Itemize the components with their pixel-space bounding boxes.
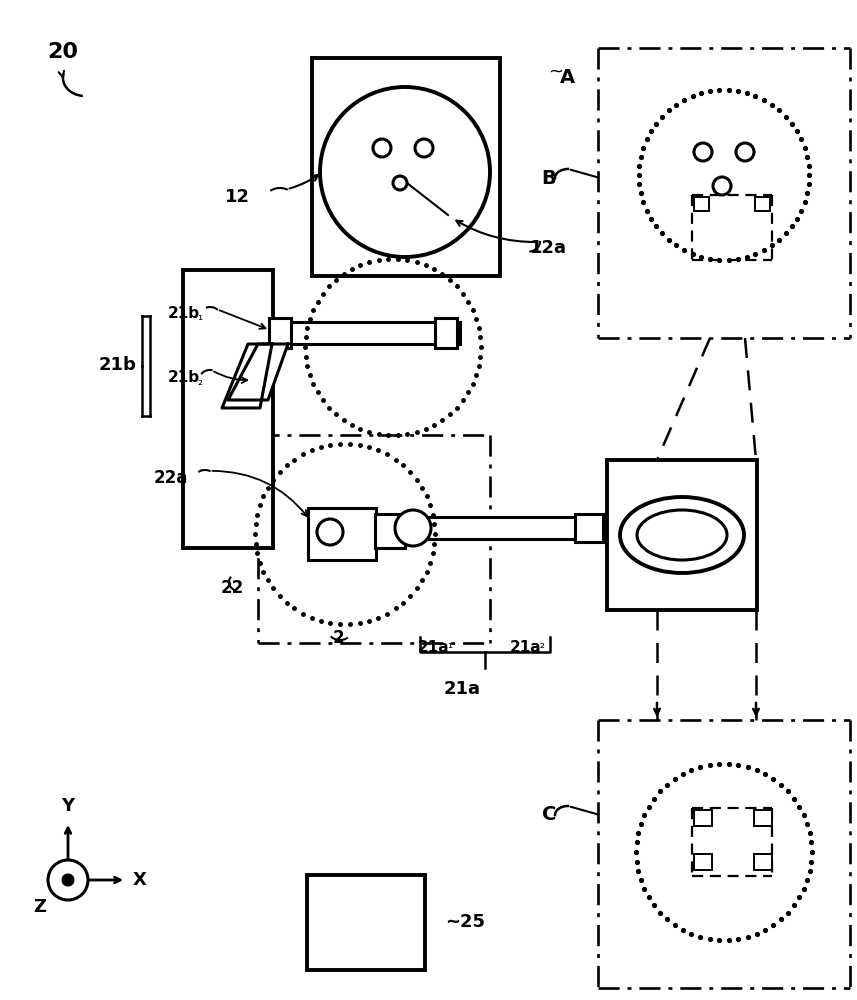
Text: 22: 22 xyxy=(220,579,243,597)
Circle shape xyxy=(64,876,72,884)
Bar xyxy=(403,517,603,539)
Bar xyxy=(272,322,460,344)
Text: ~: ~ xyxy=(548,63,563,81)
Ellipse shape xyxy=(620,497,744,573)
Text: 12a: 12a xyxy=(530,239,567,257)
Text: C: C xyxy=(542,806,556,824)
Bar xyxy=(308,508,376,560)
Bar xyxy=(435,318,457,348)
Text: B: B xyxy=(542,168,556,188)
Polygon shape xyxy=(228,344,288,400)
Circle shape xyxy=(694,143,712,161)
Text: A: A xyxy=(560,68,575,87)
Circle shape xyxy=(63,875,73,885)
Bar xyxy=(575,514,603,542)
Circle shape xyxy=(713,177,731,195)
Text: 21a: 21a xyxy=(418,640,450,655)
Text: Y: Y xyxy=(62,797,75,815)
Bar xyxy=(694,854,712,870)
Circle shape xyxy=(373,139,391,157)
Circle shape xyxy=(736,143,754,161)
Text: 12: 12 xyxy=(225,188,250,206)
Bar xyxy=(307,875,425,970)
Bar xyxy=(183,270,273,548)
Circle shape xyxy=(415,139,433,157)
Text: 2: 2 xyxy=(333,629,344,647)
Text: ~25: ~25 xyxy=(445,913,485,931)
Polygon shape xyxy=(222,344,272,408)
Text: 21a: 21a xyxy=(510,640,542,655)
Circle shape xyxy=(320,87,490,257)
Text: ₂: ₂ xyxy=(197,375,202,388)
Text: 20: 20 xyxy=(47,42,78,62)
Text: 21b: 21b xyxy=(99,356,137,374)
Text: 21a: 21a xyxy=(444,680,481,698)
Bar xyxy=(755,197,770,211)
Text: Z: Z xyxy=(33,898,46,916)
Text: 21b: 21b xyxy=(168,306,201,320)
Circle shape xyxy=(317,519,343,545)
Bar xyxy=(754,854,772,870)
Bar xyxy=(269,318,291,348)
Circle shape xyxy=(393,176,407,190)
Text: ₁: ₁ xyxy=(197,310,202,323)
Text: 21b: 21b xyxy=(168,370,201,385)
Bar xyxy=(694,810,712,826)
Text: ₂: ₂ xyxy=(539,638,544,651)
Text: X: X xyxy=(133,871,147,889)
Ellipse shape xyxy=(637,510,727,560)
Bar xyxy=(375,514,405,548)
Text: 22a: 22a xyxy=(153,469,188,487)
Bar xyxy=(607,460,757,610)
Circle shape xyxy=(395,510,431,546)
Circle shape xyxy=(48,860,88,900)
Bar xyxy=(312,58,500,276)
Bar xyxy=(694,197,709,211)
Bar xyxy=(754,810,772,826)
Text: ₁: ₁ xyxy=(447,638,452,651)
